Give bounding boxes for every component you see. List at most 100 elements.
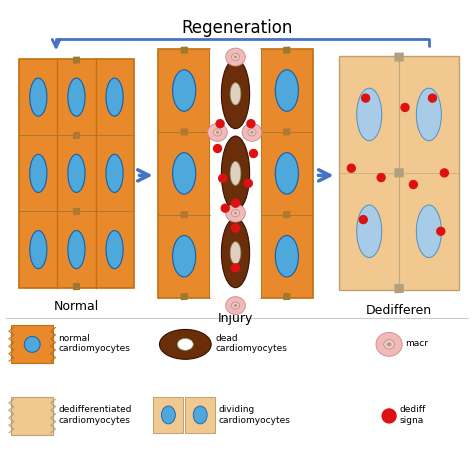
- Circle shape: [428, 94, 437, 102]
- Ellipse shape: [226, 297, 246, 315]
- Ellipse shape: [384, 346, 394, 354]
- Circle shape: [347, 164, 356, 172]
- Ellipse shape: [231, 206, 239, 212]
- Ellipse shape: [30, 230, 47, 269]
- Circle shape: [410, 181, 417, 189]
- Ellipse shape: [227, 301, 235, 307]
- Ellipse shape: [357, 205, 382, 257]
- Circle shape: [247, 120, 255, 128]
- Ellipse shape: [173, 236, 196, 277]
- Ellipse shape: [227, 212, 235, 219]
- Ellipse shape: [106, 78, 123, 116]
- Ellipse shape: [275, 236, 299, 277]
- Circle shape: [382, 409, 396, 423]
- Text: macr: macr: [405, 339, 428, 348]
- Ellipse shape: [218, 131, 226, 137]
- Ellipse shape: [384, 339, 394, 349]
- Ellipse shape: [216, 131, 219, 134]
- Ellipse shape: [231, 58, 239, 64]
- Ellipse shape: [230, 162, 241, 185]
- Ellipse shape: [221, 218, 250, 288]
- Ellipse shape: [376, 332, 402, 356]
- Circle shape: [401, 103, 409, 111]
- Bar: [11, 397, 53, 435]
- Ellipse shape: [387, 342, 392, 346]
- Ellipse shape: [244, 127, 252, 134]
- Ellipse shape: [416, 88, 441, 141]
- Ellipse shape: [236, 208, 244, 214]
- Ellipse shape: [209, 127, 217, 134]
- Ellipse shape: [227, 52, 235, 58]
- Circle shape: [440, 169, 448, 177]
- Ellipse shape: [193, 406, 207, 424]
- Ellipse shape: [231, 307, 239, 313]
- Ellipse shape: [24, 337, 40, 352]
- Ellipse shape: [378, 343, 389, 351]
- Circle shape: [231, 224, 239, 232]
- Circle shape: [359, 216, 367, 224]
- Text: dedifferentiated
cardiomyocytes: dedifferentiated cardiomyocytes: [58, 405, 132, 425]
- Ellipse shape: [226, 48, 246, 66]
- Ellipse shape: [236, 52, 244, 58]
- Ellipse shape: [242, 123, 262, 141]
- Ellipse shape: [275, 70, 299, 111]
- Circle shape: [221, 204, 229, 212]
- Ellipse shape: [30, 78, 47, 116]
- Ellipse shape: [227, 208, 235, 214]
- Ellipse shape: [68, 230, 85, 269]
- Text: normal
cardiomyocytes: normal cardiomyocytes: [58, 334, 130, 353]
- Circle shape: [377, 173, 385, 182]
- Ellipse shape: [106, 155, 123, 192]
- Ellipse shape: [218, 127, 226, 134]
- Ellipse shape: [234, 55, 237, 59]
- Ellipse shape: [236, 212, 244, 219]
- Ellipse shape: [236, 304, 244, 311]
- Ellipse shape: [173, 153, 196, 194]
- Circle shape: [362, 94, 370, 102]
- Bar: [185, 397, 215, 433]
- Ellipse shape: [226, 204, 246, 222]
- Ellipse shape: [231, 214, 239, 220]
- Ellipse shape: [248, 129, 256, 136]
- Ellipse shape: [234, 304, 237, 307]
- Ellipse shape: [68, 78, 85, 116]
- Bar: [11, 326, 53, 363]
- Ellipse shape: [390, 337, 400, 346]
- Ellipse shape: [250, 131, 254, 134]
- Ellipse shape: [236, 301, 244, 307]
- Ellipse shape: [234, 211, 237, 215]
- Ellipse shape: [244, 131, 252, 137]
- Ellipse shape: [416, 205, 441, 257]
- Ellipse shape: [252, 131, 260, 137]
- Circle shape: [216, 120, 224, 128]
- Ellipse shape: [248, 125, 256, 131]
- Circle shape: [437, 228, 445, 235]
- Ellipse shape: [378, 337, 389, 346]
- Ellipse shape: [231, 210, 239, 217]
- Text: dediff
signa: dediff signa: [399, 405, 425, 425]
- Ellipse shape: [162, 406, 175, 424]
- Circle shape: [219, 174, 227, 182]
- Circle shape: [214, 145, 221, 153]
- Ellipse shape: [252, 127, 260, 134]
- Bar: [261, 49, 312, 298]
- Ellipse shape: [209, 131, 217, 137]
- Text: Dedifferen: Dedifferen: [366, 304, 432, 317]
- Ellipse shape: [208, 123, 228, 141]
- Text: dead
cardiomyocytes: dead cardiomyocytes: [215, 334, 287, 353]
- Ellipse shape: [231, 50, 239, 56]
- Ellipse shape: [213, 125, 221, 131]
- Bar: [19, 59, 134, 288]
- Ellipse shape: [231, 54, 239, 61]
- Text: dividing
cardiomyocytes: dividing cardiomyocytes: [218, 405, 290, 425]
- Ellipse shape: [68, 155, 85, 192]
- Circle shape: [231, 264, 239, 272]
- Ellipse shape: [221, 59, 250, 128]
- Ellipse shape: [221, 136, 250, 210]
- Ellipse shape: [357, 88, 382, 141]
- Ellipse shape: [213, 133, 221, 139]
- Circle shape: [231, 199, 239, 207]
- Ellipse shape: [159, 329, 211, 359]
- Ellipse shape: [275, 153, 299, 194]
- Ellipse shape: [236, 56, 244, 62]
